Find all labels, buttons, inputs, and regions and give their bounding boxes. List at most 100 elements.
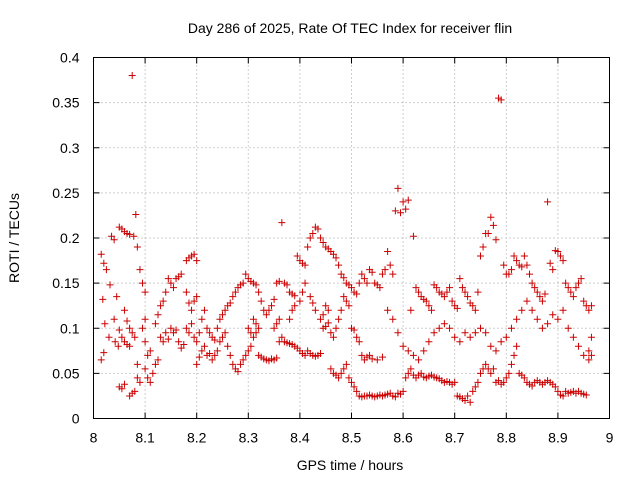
data-point	[585, 356, 593, 364]
grid-lines	[93, 57, 610, 419]
data-point	[332, 324, 340, 332]
data-point	[569, 333, 577, 341]
data-point	[151, 320, 159, 328]
data-point	[580, 297, 588, 305]
data-point	[105, 333, 113, 341]
data-point	[502, 333, 510, 341]
data-point	[500, 261, 508, 269]
data-point	[399, 198, 407, 206]
axis-ticks	[93, 57, 610, 419]
data-point	[526, 270, 534, 278]
data-point	[430, 329, 438, 337]
data-point	[551, 383, 559, 391]
data-point	[252, 320, 260, 328]
data-point	[291, 292, 299, 300]
data-point	[345, 374, 353, 382]
data-point	[319, 311, 327, 319]
chart-title: Day 286 of 2025, Rate Of TEC Index for r…	[188, 20, 512, 36]
data-point	[136, 266, 144, 274]
data-point	[185, 299, 193, 307]
data-point	[420, 347, 428, 355]
x-tick-label: 8	[90, 430, 98, 446]
data-point	[582, 391, 590, 399]
data-point	[549, 311, 557, 319]
x-tick-label: 8.7	[445, 430, 465, 446]
data-point	[270, 295, 278, 303]
data-point	[203, 324, 211, 332]
data-point	[101, 320, 109, 328]
data-point	[559, 306, 567, 314]
data-point	[404, 196, 412, 204]
data-point	[510, 252, 518, 260]
data-point	[541, 290, 549, 298]
data-point	[358, 351, 366, 359]
data-point	[518, 263, 526, 271]
x-tick-label: 8.9	[548, 430, 568, 446]
data-point	[575, 279, 583, 287]
data-point	[133, 243, 141, 251]
data-point	[141, 315, 149, 323]
data-point	[139, 324, 147, 332]
data-point	[283, 281, 291, 289]
data-point	[528, 279, 536, 287]
data-point	[314, 225, 322, 233]
data-point	[252, 281, 260, 289]
data-point	[242, 351, 250, 359]
data-point	[479, 243, 487, 251]
data-point	[492, 347, 500, 355]
data-point	[239, 279, 247, 287]
data-point	[118, 385, 126, 393]
data-point	[213, 347, 221, 355]
data-point	[536, 293, 544, 301]
data-point	[335, 261, 343, 269]
data-point	[322, 302, 330, 310]
data-point	[324, 306, 332, 314]
data-point	[193, 257, 201, 265]
data-point	[474, 288, 482, 296]
data-point	[200, 342, 208, 350]
data-point	[180, 340, 188, 348]
data-point	[100, 259, 108, 267]
data-point	[386, 261, 394, 269]
data-point	[513, 342, 521, 350]
data-point	[417, 369, 425, 377]
data-point	[335, 374, 343, 382]
data-point	[538, 324, 546, 332]
data-point	[226, 299, 234, 307]
data-point	[407, 306, 415, 314]
data-point	[130, 232, 138, 240]
data-point	[397, 209, 405, 217]
data-point	[110, 236, 118, 244]
data-point	[531, 284, 539, 292]
data-point	[139, 279, 147, 287]
data-point	[275, 315, 283, 323]
data-point	[487, 342, 495, 350]
data-point	[448, 297, 456, 305]
data-point	[198, 347, 206, 355]
x-tick-label: 9	[606, 430, 614, 446]
data-point	[322, 322, 330, 330]
data-point	[193, 338, 201, 346]
y-tick-label: 0.25	[52, 185, 79, 201]
data-point	[229, 293, 237, 301]
data-point	[556, 252, 564, 260]
data-point	[348, 284, 355, 292]
data-point	[464, 293, 472, 301]
data-point	[131, 387, 139, 395]
data-point	[262, 311, 270, 319]
data-point	[564, 324, 572, 332]
data-point	[497, 338, 505, 346]
x-tick-label: 8.8	[497, 430, 517, 446]
data-point	[273, 354, 281, 362]
data-point	[353, 333, 361, 341]
data-point	[132, 211, 140, 219]
data-point	[141, 288, 149, 296]
data-point	[216, 338, 224, 346]
data-point	[497, 96, 505, 104]
data-point	[97, 250, 105, 258]
data-point	[193, 360, 201, 368]
data-point	[554, 248, 562, 256]
data-point	[389, 315, 397, 323]
data-point	[247, 329, 255, 337]
y-tick-labels: 0 0.05 0.1 0.15 0.2 0.25 0.3 0.35 0.4	[52, 50, 79, 427]
